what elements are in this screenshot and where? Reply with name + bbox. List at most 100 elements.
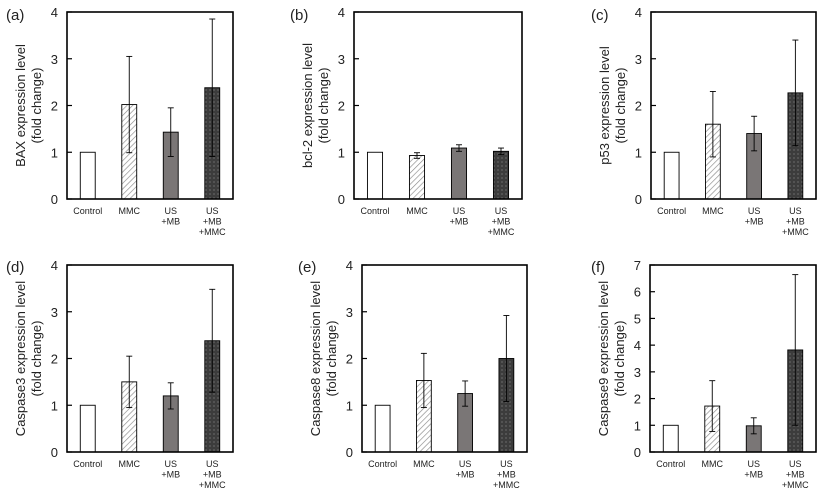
x-tick-label: US (500, 459, 513, 469)
plot-frame (650, 11, 817, 200)
y-tick-label: 4 (635, 5, 642, 20)
bar (450, 147, 468, 200)
y-axis-label: (fold change) (612, 321, 627, 397)
x-tick-label: +MB (786, 470, 805, 480)
y-tick-label: 2 (635, 99, 642, 114)
y-tick-label: 0 (51, 192, 58, 207)
panel-label: (a) (6, 7, 24, 24)
x-tick-label: Control (368, 459, 397, 469)
bar (663, 151, 680, 200)
x-tick-label: US (748, 206, 761, 216)
y-tick-label: 4 (634, 338, 641, 353)
x-tick-label: +MB (161, 217, 180, 227)
y-tick-label: 1 (634, 418, 641, 433)
chart-panel-5: (e) Caspase8 expression level (fold change… (298, 258, 528, 490)
y-tick-label: 1 (51, 145, 58, 160)
plot-frame (66, 11, 234, 200)
chart-panel-2: (b) bcl-2 expression level (fold change) 0 1… (290, 5, 523, 237)
x-tick-label: +MMC (199, 480, 226, 490)
y-tick-label: 0 (338, 192, 345, 207)
bar (408, 155, 426, 200)
y-tick-label: 3 (51, 52, 58, 67)
panel-label: (b) (290, 7, 308, 24)
bar (79, 404, 96, 453)
x-tick-label: +MMC (782, 480, 809, 490)
y-tick-label: 2 (51, 99, 58, 114)
x-tick-label: +MB (450, 217, 469, 227)
x-tick-label: +MB (492, 217, 511, 227)
y-axis-label: (fold change) (324, 321, 339, 397)
x-tick-label: MMC (406, 206, 428, 216)
x-tick-label: +MB (456, 470, 475, 480)
x-tick-label: +MB (203, 470, 222, 480)
x-tick-label: US (459, 459, 472, 469)
y-tick-label: 2 (346, 352, 353, 367)
chart-panel-6: (f) Caspase9 expression level (fold change… (591, 258, 817, 490)
y-tick-label: 0 (634, 445, 641, 460)
y-axis-label: Caspase3 expression level (13, 281, 28, 436)
y-tick-label: 7 (634, 258, 641, 273)
x-tick-label: +MB (786, 217, 805, 227)
x-tick-label: MMC (702, 206, 724, 216)
y-tick-label: 3 (346, 305, 353, 320)
x-tick-label: US (206, 206, 219, 216)
panel-label: (d) (6, 259, 24, 276)
x-tick-label: +MMC (782, 227, 809, 237)
x-tick-label: US (789, 459, 802, 469)
chart-panel-4: (d) Caspase3 expression level (fold change… (6, 258, 234, 490)
y-tick-label: 0 (635, 192, 642, 207)
bar (366, 151, 384, 200)
x-tick-label: +MMC (488, 227, 515, 237)
y-tick-label: 2 (634, 392, 641, 407)
y-tick-label: 4 (51, 5, 58, 20)
chart-panel-3: (c) p53 expression level (fold change) 0 1 2 3… (591, 5, 817, 237)
x-tick-label: US (789, 206, 802, 216)
x-tick-label: Control (73, 206, 102, 216)
plot-frame (353, 11, 523, 200)
x-tick-label: +MB (497, 470, 516, 480)
y-tick-label: 6 (634, 285, 641, 300)
bar (662, 424, 679, 453)
y-tick-label: 0 (346, 445, 353, 460)
x-tick-label: MMC (119, 459, 141, 469)
y-axis-label: p53 expression level (597, 46, 612, 165)
x-tick-label: US (206, 459, 219, 469)
y-tick-label: 4 (338, 5, 345, 20)
y-tick-label: 2 (51, 352, 58, 367)
y-tick-label: 3 (635, 52, 642, 67)
y-axis-label: (fold change) (29, 68, 44, 144)
x-tick-label: US (747, 459, 760, 469)
x-tick-label: Control (360, 206, 389, 216)
x-tick-label: +MB (745, 217, 764, 227)
y-tick-label: 3 (338, 52, 345, 67)
x-tick-label: US (495, 206, 508, 216)
y-axis-label: Caspase9 expression level (596, 281, 611, 436)
bar (374, 404, 391, 453)
y-axis-label: (fold change) (316, 68, 331, 144)
x-tick-label: MMC (413, 459, 435, 469)
y-tick-label: 3 (634, 365, 641, 380)
y-tick-label: 4 (51, 258, 58, 273)
plot-frame (66, 264, 234, 453)
y-tick-label: 1 (346, 398, 353, 413)
y-axis-label: Caspase8 expression level (308, 281, 323, 436)
panel-label: (f) (591, 259, 605, 276)
x-tick-label: MMC (119, 206, 141, 216)
y-tick-label: 1 (51, 398, 58, 413)
bar (492, 150, 510, 200)
y-tick-label: 2 (338, 99, 345, 114)
plot-frame (649, 264, 817, 453)
x-tick-label: US (164, 206, 177, 216)
x-tick-label: US (453, 206, 466, 216)
x-tick-label: +MMC (493, 480, 520, 490)
y-tick-label: 1 (635, 145, 642, 160)
y-axis-label: bcl-2 expression level (300, 43, 315, 168)
chart-panel-1: (a) BAX expression level (fold change) 0 1 2 3… (6, 5, 234, 237)
y-tick-label: 5 (634, 311, 641, 326)
x-tick-label: US (164, 459, 177, 469)
x-tick-label: +MB (203, 217, 222, 227)
x-tick-label: Control (73, 459, 102, 469)
bar (79, 151, 96, 200)
plot-frame (361, 264, 528, 453)
